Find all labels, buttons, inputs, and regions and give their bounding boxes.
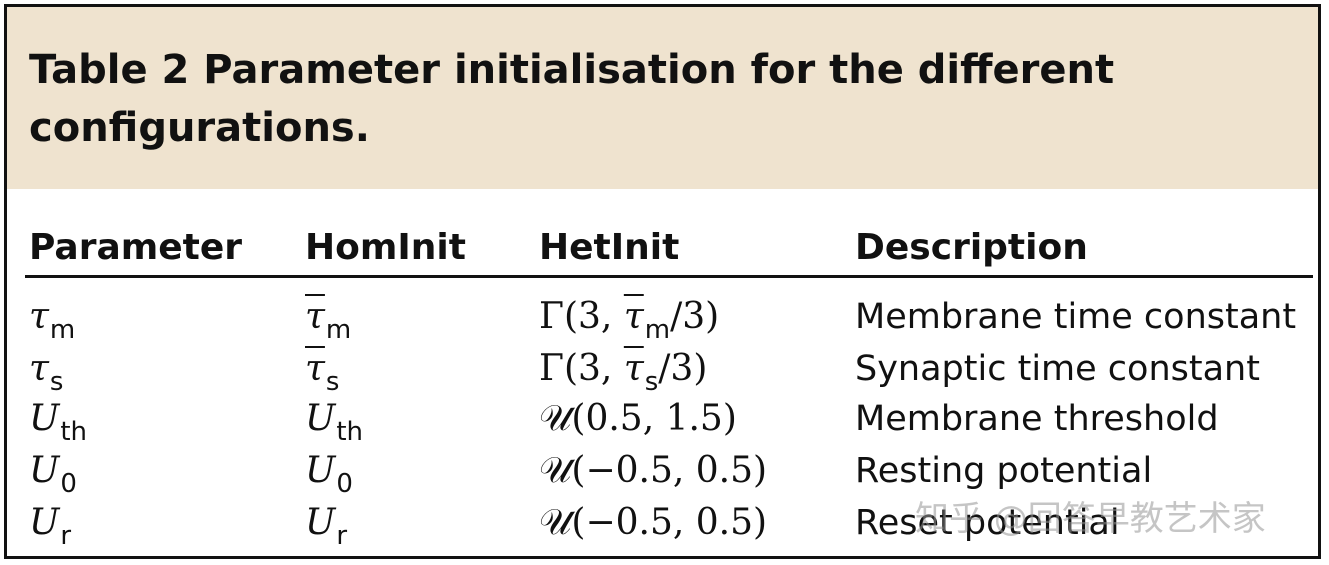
math-text: 𝒰(0.5, 1.5) xyxy=(539,398,737,439)
cell-hetinit: 𝒰(−0.5, 0.5) xyxy=(539,445,767,497)
cell-parameter: Ur xyxy=(29,497,71,552)
math-text: Γ(3, xyxy=(539,296,624,337)
cell-description: Synaptic time constant xyxy=(855,349,1260,389)
math-subscript: s xyxy=(325,367,340,397)
math-text: /3) xyxy=(670,296,720,337)
math-symbol: U xyxy=(305,502,336,543)
cell-hetinit: Γ(3, τs/3) xyxy=(539,343,707,398)
math-subscript: m xyxy=(644,315,671,345)
math-symbol: U xyxy=(29,502,60,543)
watermark: 知乎 @回答早教艺术家 xyxy=(915,499,1266,539)
cell-parameter: τs xyxy=(29,343,63,398)
table-title: Table 2 Parameter initialisation for the… xyxy=(29,47,1115,151)
math-symbol: U xyxy=(305,398,336,439)
cell-hetinit: 𝒰(0.5, 1.5) xyxy=(539,393,737,445)
math-subscript: s xyxy=(644,367,659,397)
math-subscript: r xyxy=(336,521,348,551)
math-subscript: r xyxy=(60,521,72,551)
cell-hetinit: Γ(3, τm/3) xyxy=(539,291,719,346)
table-row: τs τs Γ(3, τs/3) Synaptic time constant xyxy=(7,343,1318,398)
table-caption: Table 2 Parameter initialisation for the… xyxy=(7,7,1318,189)
math-subscript: m xyxy=(49,315,76,345)
table-row: τm τm Γ(3, τm/3) Membrane time constant xyxy=(7,291,1318,346)
math-subscript: 0 xyxy=(336,469,353,499)
table-row: Ur Ur 𝒰(−0.5, 0.5) Reset potential xyxy=(7,497,1318,552)
math-subscript: m xyxy=(325,315,352,345)
math-text: 𝒰(−0.5, 0.5) xyxy=(539,502,768,543)
math-symbol: U xyxy=(305,450,336,491)
cell-parameter: U0 xyxy=(29,445,77,500)
cell-description: Membrane threshold xyxy=(855,399,1219,439)
math-subscript: 0 xyxy=(60,469,77,499)
table-row: U0 U0 𝒰(−0.5, 0.5) Resting potential xyxy=(7,445,1318,500)
math-text: 𝒰(−0.5, 0.5) xyxy=(539,450,768,491)
math-symbol: τ xyxy=(623,296,644,337)
math-symbol: τ xyxy=(623,348,644,389)
math-symbol: U xyxy=(29,450,60,491)
math-symbol: τ xyxy=(29,296,49,337)
table-row: Uth Uth 𝒰(0.5, 1.5) Membrane threshold xyxy=(7,393,1318,448)
cell-hominit: τm xyxy=(305,291,351,346)
header-rule xyxy=(25,275,1313,278)
math-subscript: th xyxy=(60,417,88,447)
cell-description: Membrane time constant xyxy=(855,297,1297,337)
cell-parameter: Uth xyxy=(29,393,87,448)
cell-description: Resting potential xyxy=(855,451,1153,491)
cell-parameter: τm xyxy=(29,291,75,346)
table-frame: Table 2 Parameter initialisation for the… xyxy=(4,4,1321,559)
parameter-table: Parameter HomInit HetInit Description τm… xyxy=(7,7,1318,556)
math-symbol: τ xyxy=(29,348,49,389)
math-symbol: U xyxy=(29,398,60,439)
cell-hetinit: 𝒰(−0.5, 0.5) xyxy=(539,497,767,549)
math-symbol: τ xyxy=(305,348,325,389)
math-subscript: th xyxy=(336,417,364,447)
math-subscript: s xyxy=(49,367,64,397)
header-parameter: Parameter xyxy=(29,227,243,268)
cell-hominit: Uth xyxy=(305,393,363,448)
cell-hominit: τs xyxy=(305,343,339,398)
header-description: Description xyxy=(855,227,1088,268)
cell-hominit: Ur xyxy=(305,497,347,552)
math-symbol: τ xyxy=(305,296,325,337)
math-text: /3) xyxy=(658,348,708,389)
math-text: Γ(3, xyxy=(539,348,624,389)
cell-description: Reset potential xyxy=(855,503,1120,543)
header-hominit: HomInit xyxy=(305,227,466,268)
header-hetinit: HetInit xyxy=(539,227,680,268)
cell-hominit: U0 xyxy=(305,445,353,500)
